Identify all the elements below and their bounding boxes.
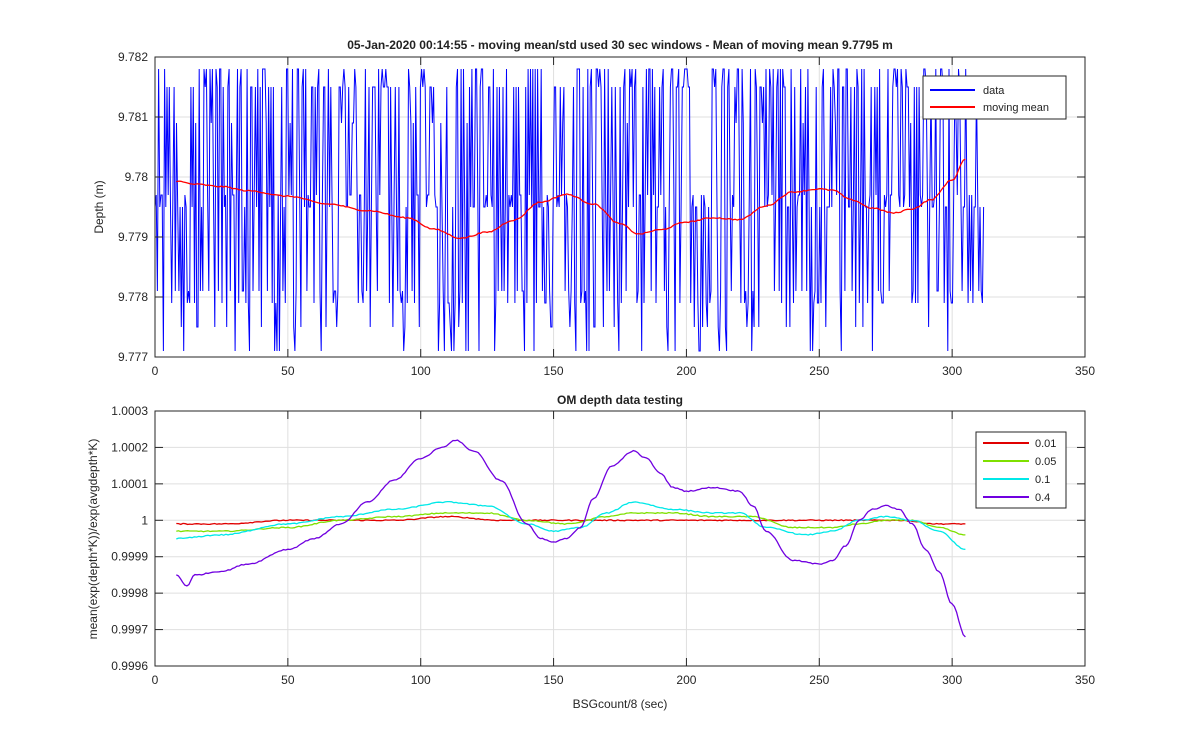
bottom-x-tick-label: 150 [544,673,564,687]
bottom-y-tick-label: 1.0001 [111,477,148,491]
top-y-tick-label: 9.778 [118,290,148,304]
bottom-x-tick-label: 300 [942,673,962,687]
top-x-tick-label: 50 [281,364,295,378]
bottom-x-tick-label: 0 [152,673,159,687]
bottom-x-tick-label: 200 [676,673,696,687]
top-x-tick-label: 350 [1075,364,1095,378]
bottom-x-tick-label: 50 [281,673,295,687]
bottom-plot: 0 50 100 150 200 250 300 350 0.9996 0.9997 0.9998 0… [86,393,1095,711]
legend-label-0-05: 0.05 [1035,456,1056,468]
bottom-y-axis-label: mean(exp(depth*K))/exp(avgdepth*K) [86,439,100,640]
bottom-y-tick-label: 0.9996 [111,659,148,673]
top-x-tick-label: 0 [152,364,159,378]
top-y-tick-label: 9.779 [118,230,148,244]
top-x-tick-label: 150 [544,364,564,378]
top-x-tick-label: 100 [411,364,431,378]
series-line-0-05 [176,511,966,536]
top-y-axis-label: Depth (m) [92,180,106,233]
top-y-tick-label: 9.777 [118,350,148,364]
legend-label-0-01: 0.01 [1035,438,1056,450]
bottom-y-tick-label: 0.9997 [111,623,148,637]
series-line-0-1 [176,500,966,551]
top-x-tick-label: 250 [809,364,829,378]
bottom-x-axis-label: BSGcount/8 (sec) [573,697,668,711]
legend-label-0-4: 0.4 [1035,492,1050,504]
top-series-group [154,68,985,352]
bottom-y-tick-label: 1 [141,513,148,527]
top-plot-frame [154,56,1086,358]
legend-label-data: data [983,85,1005,97]
bottom-y-tick-label: 1.0003 [111,404,148,418]
series-line-moving-mean [176,158,966,240]
bottom-legend: 0.01 0.05 0.1 0.4 [975,431,1067,509]
top-x-tick-label: 200 [676,364,696,378]
series-line-data [154,68,985,352]
top-y-tick-label: 9.782 [118,50,148,64]
top-legend: data moving mean [922,75,1067,120]
bottom-x-tick-label: 350 [1075,673,1095,687]
top-legend-box [922,75,1067,120]
bottom-ticks: 0 50 100 150 200 250 300 350 0.9996 0.9997 0.9998 0… [111,404,1095,687]
bottom-y-tick-label: 0.9998 [111,586,148,600]
top-y-tick-label: 9.78 [125,170,149,184]
bottom-plot-area [155,411,1085,666]
series-line-0-01 [176,515,966,526]
bottom-y-tick-label: 0.9999 [111,550,148,564]
top-x-tick-label: 300 [942,364,962,378]
top-chart-title: 05-Jan-2020 00:14:55 - moving mean/std u… [347,38,893,52]
bottom-plot-frame [154,410,1086,667]
top-ticks: 0 50 100 150 200 250 300 350 9.777 9.778 9.779 9.78… [118,50,1095,378]
bottom-y-tick-label: 1.0002 [111,440,148,454]
bottom-legend-box [975,431,1067,509]
bottom-series-group [175,439,966,638]
bottom-x-tick-label: 100 [411,673,431,687]
series-line-0-4 [175,439,966,638]
bottom-chart-title: OM depth data testing [557,393,683,407]
top-plot: 0 50 100 150 200 250 300 350 9.777 9.778 9.779 9.78… [92,38,1095,378]
bottom-x-tick-label: 250 [809,673,829,687]
legend-label-moving-mean: moving mean [983,102,1049,114]
top-y-tick-label: 9.781 [118,110,148,124]
legend-label-0-1: 0.1 [1035,474,1050,486]
